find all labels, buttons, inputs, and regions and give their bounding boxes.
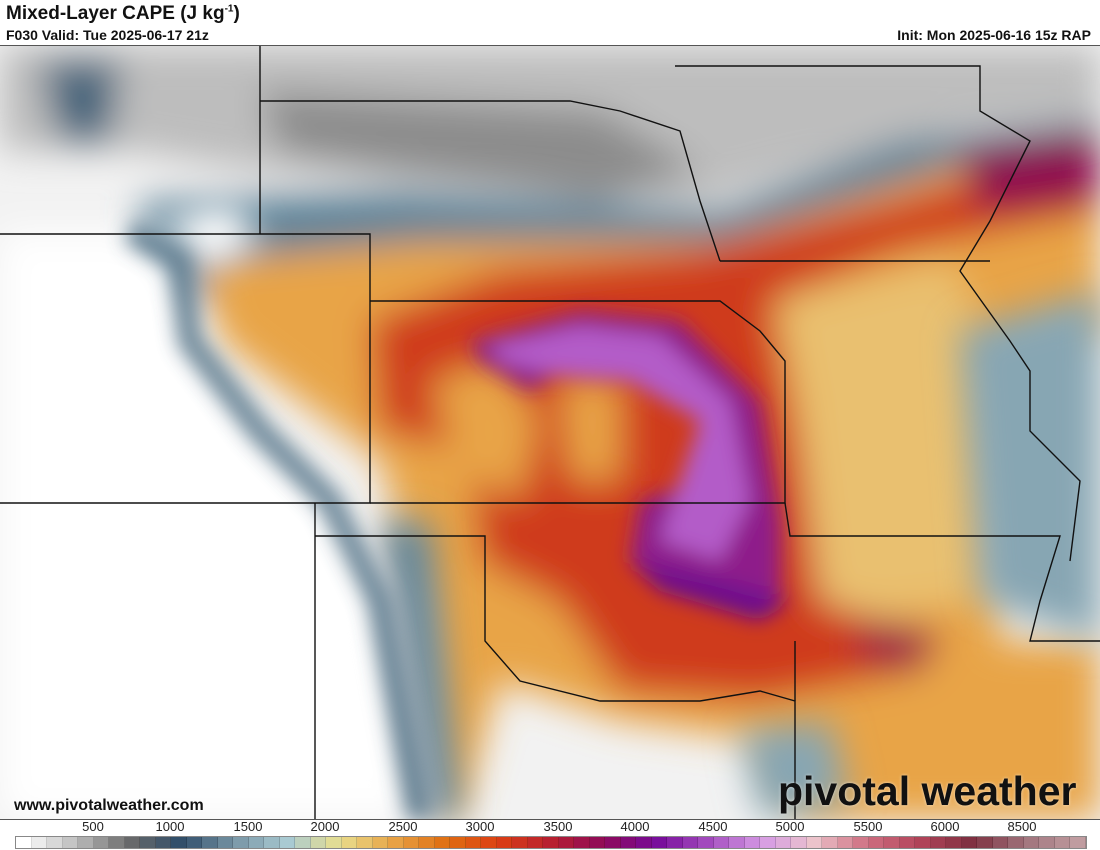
colorbar-swatch <box>295 837 311 848</box>
colorbar-swatch <box>124 837 140 848</box>
colorbar-swatch <box>574 837 590 848</box>
colorbar-swatch <box>388 837 404 848</box>
colorbar-swatch <box>636 837 652 848</box>
colorbar-label: 2500 <box>388 819 418 834</box>
colorbar-swatch <box>651 837 667 848</box>
colorbar-label: 2000 <box>310 819 340 834</box>
colorbar-swatch <box>620 837 636 848</box>
colorbar-swatch <box>1070 837 1086 848</box>
colorbar-swatch <box>667 837 683 848</box>
colorbar-swatch <box>1054 837 1070 848</box>
colorbar-swatch <box>171 837 187 848</box>
colorbar-swatch <box>791 837 807 848</box>
colorbar-swatch <box>961 837 977 848</box>
colorbar-swatch <box>310 837 326 848</box>
colorbar-label: 1500 <box>233 819 263 834</box>
colorbar-swatch <box>915 837 931 848</box>
colorbar-swatch <box>481 837 497 848</box>
colorbar-swatch <box>698 837 714 848</box>
colorbar-swatch <box>140 837 156 848</box>
valid-time: F030 Valid: Tue 2025-06-17 21z <box>6 27 209 43</box>
colorbar-swatch <box>853 837 869 848</box>
colorbar-swatch <box>946 837 962 848</box>
cape-max <box>470 311 790 621</box>
colorbar-swatch <box>93 837 109 848</box>
colorbar-label: 1000 <box>155 819 185 834</box>
colorbar-swatch <box>186 837 202 848</box>
colorbar-labels: 500 1000 1500 2000 2500 3000 3500 4000 4… <box>0 819 1100 835</box>
colorbar-label: 3000 <box>465 819 495 834</box>
colorbar-swatch <box>605 837 621 848</box>
colorbar-swatch <box>1008 837 1024 848</box>
colorbar-swatch <box>977 837 993 848</box>
colorbar-swatch <box>47 837 63 848</box>
colorbar-swatch <box>465 837 481 848</box>
colorbar-swatch <box>744 837 760 848</box>
colorbar-label: 5000 <box>775 819 805 834</box>
colorbar-swatch <box>357 837 373 848</box>
colorbar-swatch <box>822 837 838 848</box>
colorbar-swatch <box>729 837 745 848</box>
colorbar-swatch <box>760 837 776 848</box>
colorbar-swatch <box>837 837 853 848</box>
colorbar-swatch <box>419 837 435 848</box>
colorbar-label: 8500 <box>1007 819 1037 834</box>
colorbar-swatch <box>512 837 528 848</box>
title-end: ) <box>233 3 240 24</box>
colorbar-label: 5500 <box>853 819 883 834</box>
colorbar-swatch <box>450 837 466 848</box>
title-superscript: -1 <box>224 3 234 15</box>
pivotal-weather-logo: pivotal weather <box>778 768 1077 814</box>
colorbar-swatch <box>1039 837 1055 848</box>
colorbar-swatch <box>496 837 512 848</box>
colorbar-swatch <box>341 837 357 848</box>
colorbar-swatch <box>434 837 450 848</box>
map-svg <box>0 46 1100 819</box>
colorbar-swatch <box>682 837 698 848</box>
title-text: Mixed-Layer CAPE (J kg <box>6 3 225 24</box>
colorbar-swatch <box>233 837 249 848</box>
colorbar-swatch <box>78 837 94 848</box>
colorbar-swatch <box>527 837 543 848</box>
colorbar-swatch <box>899 837 915 848</box>
colorbar-swatch <box>1023 837 1039 848</box>
colorbar-label: 3500 <box>543 819 573 834</box>
colorbar-swatch <box>806 837 822 848</box>
colorbar-swatch <box>930 837 946 848</box>
cape-map <box>0 45 1100 820</box>
colorbar-swatch <box>31 837 47 848</box>
colorbar-swatch <box>155 837 171 848</box>
colorbar-label: 4500 <box>698 819 728 834</box>
state-borders <box>0 46 1100 819</box>
colorbar-swatch <box>992 837 1008 848</box>
colorbar-swatch <box>202 837 218 848</box>
colorbar-swatch <box>403 837 419 848</box>
colorbar-swatch <box>248 837 264 848</box>
colorbar-swatch <box>543 837 559 848</box>
colorbar-swatch <box>62 837 78 848</box>
colorbar-swatch <box>884 837 900 848</box>
colorbar-swatch <box>279 837 295 848</box>
website-label: www.pivotalweather.com <box>14 797 204 814</box>
colorbar-label: 500 <box>82 819 104 834</box>
colorbar-swatch <box>713 837 729 848</box>
colorbar-label: 4000 <box>620 819 650 834</box>
colorbar-label: 6000 <box>930 819 960 834</box>
colorbar-swatch <box>775 837 791 848</box>
colorbar <box>15 836 1087 849</box>
colorbar-swatch <box>868 837 884 848</box>
colorbar-swatch <box>558 837 574 848</box>
map-title: Mixed-Layer CAPE (J kg-1) <box>6 3 240 25</box>
colorbar-swatch <box>217 837 233 848</box>
init-time: Init: Mon 2025-06-16 15z RAP <box>897 27 1091 43</box>
colorbar-swatch <box>372 837 388 848</box>
colorbar-swatch <box>326 837 342 848</box>
colorbar-swatch <box>109 837 125 848</box>
colorbar-swatch <box>264 837 280 848</box>
colorbar-swatch <box>589 837 605 848</box>
colorbar-swatch <box>16 837 32 848</box>
